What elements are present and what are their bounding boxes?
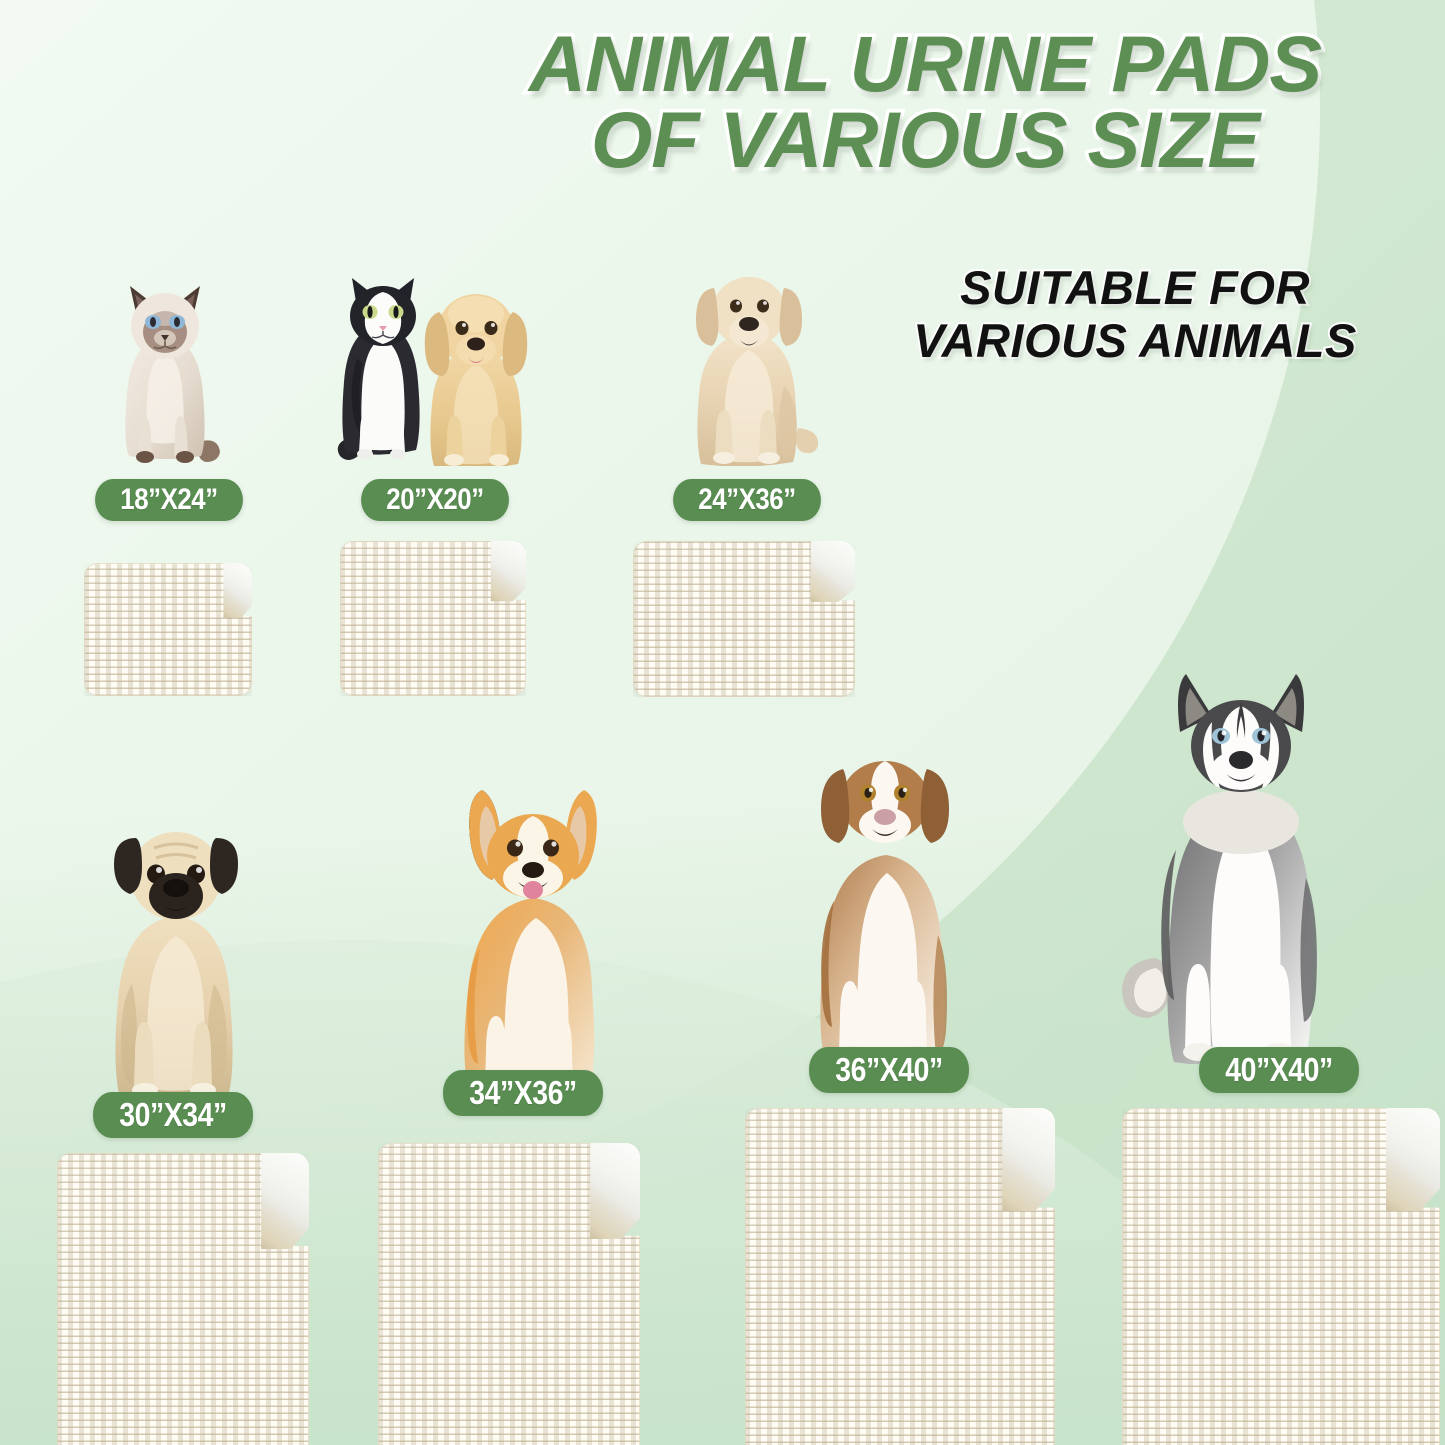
page-title: ANIMAL URINE PADS OF VARIOUS SIZE <box>525 19 1325 184</box>
size-badge-34x36: 34”X36” <box>443 1070 603 1116</box>
size-label: 30”X34” <box>119 1096 227 1133</box>
pad-fold-edge <box>223 563 252 618</box>
pad-18x24 <box>84 563 252 696</box>
size-badge-40x40: 40”X40” <box>1199 1047 1359 1093</box>
pad-20x20 <box>340 541 526 696</box>
animal-corgi <box>430 780 630 1098</box>
size-badge-36x40: 36”X40” <box>809 1047 969 1093</box>
animal-tuxedo-cat-and-labrador-puppy <box>330 268 542 466</box>
pad-24x36 <box>633 541 855 697</box>
pad-34x36 <box>378 1143 640 1445</box>
page-subtitle: SUITABLE FOR VARIOUS ANIMALS <box>911 259 1358 368</box>
pad-fold-edge <box>1002 1108 1055 1212</box>
pad-40x40 <box>1122 1108 1440 1445</box>
pad-fold-edge <box>261 1153 309 1250</box>
pad-fold-edge <box>490 541 526 602</box>
animal-tan-mixed-breed-dog <box>676 258 826 466</box>
pad-36x40 <box>745 1108 1055 1445</box>
pad-fold-edge <box>1385 1108 1440 1212</box>
animal-pug <box>88 808 266 1098</box>
animal-australian-shepherd <box>790 735 980 1065</box>
animal-siberian-husky <box>1120 672 1360 1064</box>
animal-siamese-cat <box>102 266 228 466</box>
size-label: 36”X40” <box>835 1051 943 1088</box>
size-label: 34”X36” <box>469 1074 577 1111</box>
size-label: 24”X36” <box>698 483 796 516</box>
size-badge-18x24: 18”X24” <box>95 479 243 521</box>
size-label: 18”X24” <box>120 483 218 516</box>
size-label: 20”X20” <box>386 483 484 516</box>
size-badge-30x34: 30”X34” <box>93 1092 253 1138</box>
pad-fold-edge <box>590 1143 640 1239</box>
size-badge-24x36: 24”X36” <box>673 479 821 521</box>
size-label: 40”X40” <box>1225 1051 1333 1088</box>
pad-fold-edge <box>810 541 855 602</box>
size-badge-20x20: 20”X20” <box>361 479 509 521</box>
pad-30x34 <box>57 1153 309 1445</box>
